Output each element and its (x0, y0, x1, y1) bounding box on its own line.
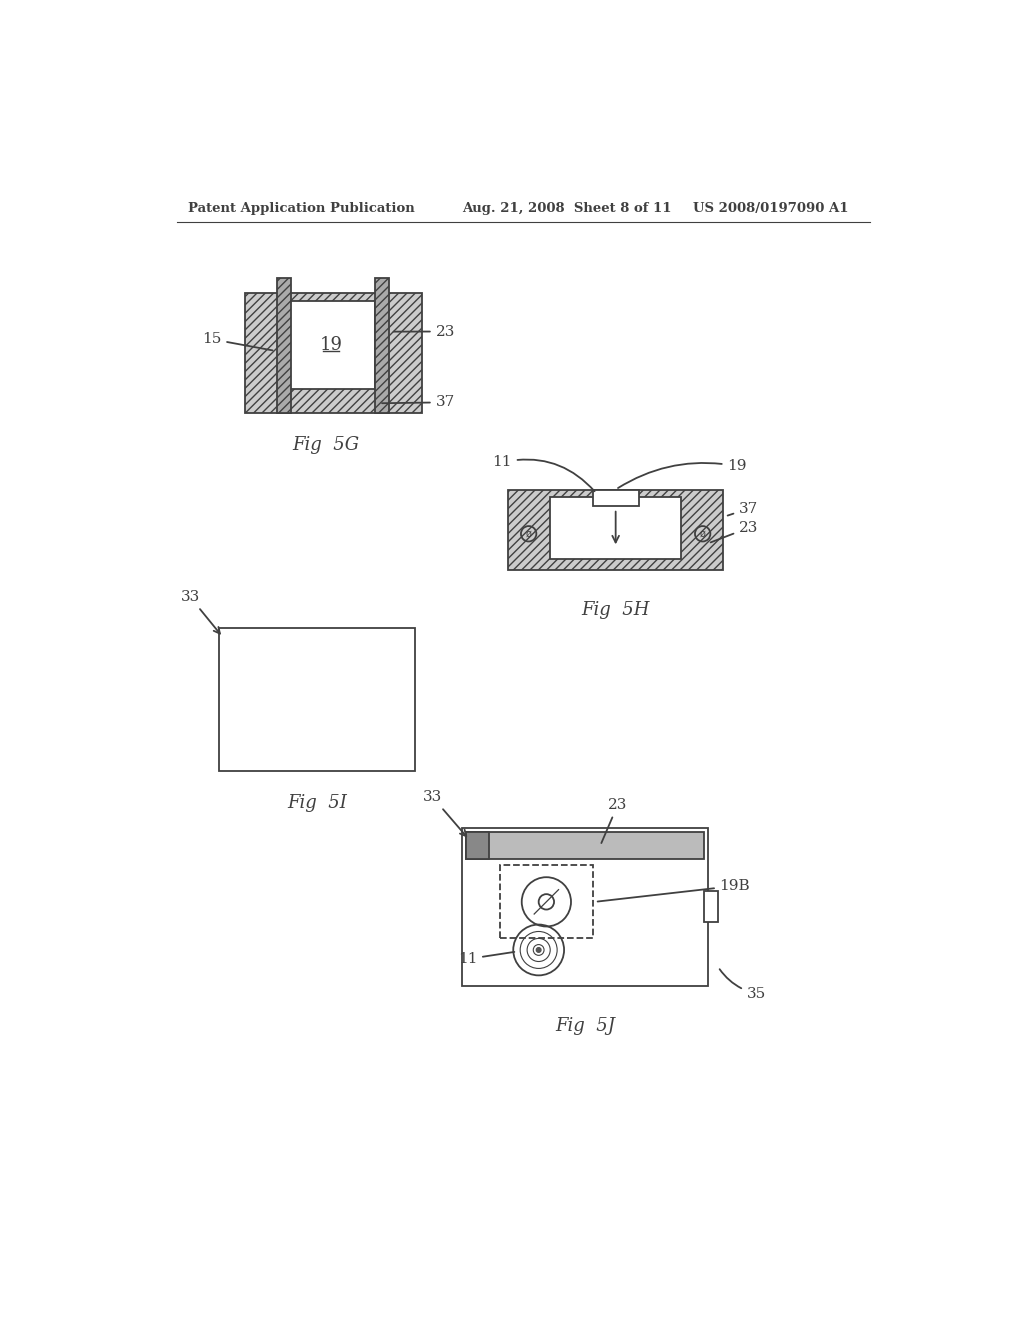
Bar (508, 490, 724, 570)
Text: 33: 33 (423, 791, 466, 836)
Text: Patent Application Publication: Patent Application Publication (188, 202, 415, 215)
Bar (466, 832, 488, 859)
Text: Fig  5H: Fig 5H (582, 602, 650, 619)
Bar (462, 829, 708, 986)
Text: 11: 11 (458, 952, 514, 966)
Text: 37: 37 (382, 396, 455, 409)
Bar (219, 628, 416, 771)
Text: 35: 35 (720, 969, 766, 1001)
Text: 23: 23 (601, 799, 628, 843)
Text: Fig  5J: Fig 5J (555, 1018, 614, 1035)
Text: 11: 11 (493, 455, 595, 491)
Text: ø: ø (699, 529, 706, 539)
Text: Aug. 21, 2008  Sheet 8 of 11: Aug. 21, 2008 Sheet 8 of 11 (462, 202, 671, 215)
Bar (276, 277, 291, 412)
Circle shape (537, 948, 541, 952)
Bar (500, 866, 593, 939)
Text: 33: 33 (180, 590, 220, 634)
Text: US 2008/0197090 A1: US 2008/0197090 A1 (692, 202, 848, 215)
Text: 15: 15 (202, 333, 272, 350)
Text: 19: 19 (319, 337, 343, 354)
Bar (705, 891, 718, 923)
Bar (466, 832, 705, 859)
Text: 37: 37 (728, 502, 758, 516)
Text: 23: 23 (711, 521, 758, 543)
Bar (376, 277, 389, 412)
Bar (550, 498, 681, 558)
Text: Fig  5G: Fig 5G (292, 436, 359, 454)
Bar (593, 490, 639, 507)
Text: 19B: 19B (598, 879, 751, 902)
Text: 23: 23 (393, 325, 455, 338)
Text: Fig  5I: Fig 5I (288, 793, 347, 812)
Bar (245, 293, 422, 412)
Text: 19: 19 (618, 459, 746, 488)
Text: ø: ø (525, 529, 531, 539)
Bar (287, 301, 376, 389)
